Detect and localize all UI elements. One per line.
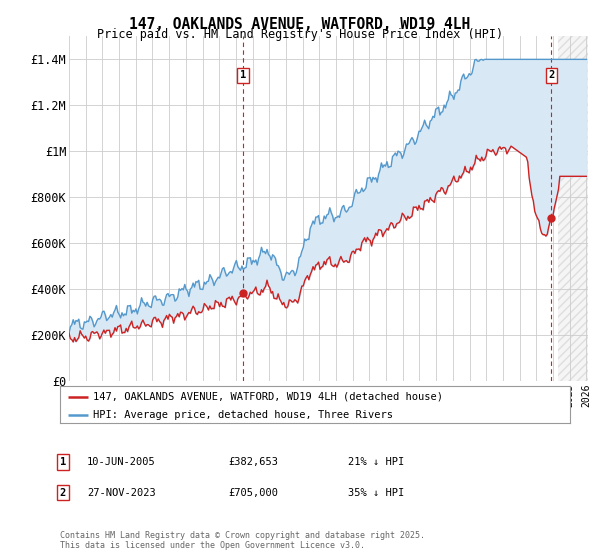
Text: Contains HM Land Registry data © Crown copyright and database right 2025.
This d: Contains HM Land Registry data © Crown c…	[60, 531, 425, 550]
Text: 21% ↓ HPI: 21% ↓ HPI	[348, 457, 404, 467]
Text: 35% ↓ HPI: 35% ↓ HPI	[348, 488, 404, 498]
Text: HPI: Average price, detached house, Three Rivers: HPI: Average price, detached house, Thre…	[93, 410, 393, 420]
Text: 1: 1	[60, 457, 66, 467]
Text: 147, OAKLANDS AVENUE, WATFORD, WD19 4LH (detached house): 147, OAKLANDS AVENUE, WATFORD, WD19 4LH …	[93, 391, 443, 402]
Text: £382,653: £382,653	[228, 457, 278, 467]
Text: Price paid vs. HM Land Registry's House Price Index (HPI): Price paid vs. HM Land Registry's House …	[97, 28, 503, 41]
Text: 147, OAKLANDS AVENUE, WATFORD, WD19 4LH: 147, OAKLANDS AVENUE, WATFORD, WD19 4LH	[130, 17, 470, 32]
Text: 2: 2	[548, 71, 554, 81]
Text: 1: 1	[240, 71, 247, 81]
Text: £705,000: £705,000	[228, 488, 278, 498]
Text: 27-NOV-2023: 27-NOV-2023	[87, 488, 156, 498]
Text: 10-JUN-2005: 10-JUN-2005	[87, 457, 156, 467]
Text: 2: 2	[60, 488, 66, 498]
